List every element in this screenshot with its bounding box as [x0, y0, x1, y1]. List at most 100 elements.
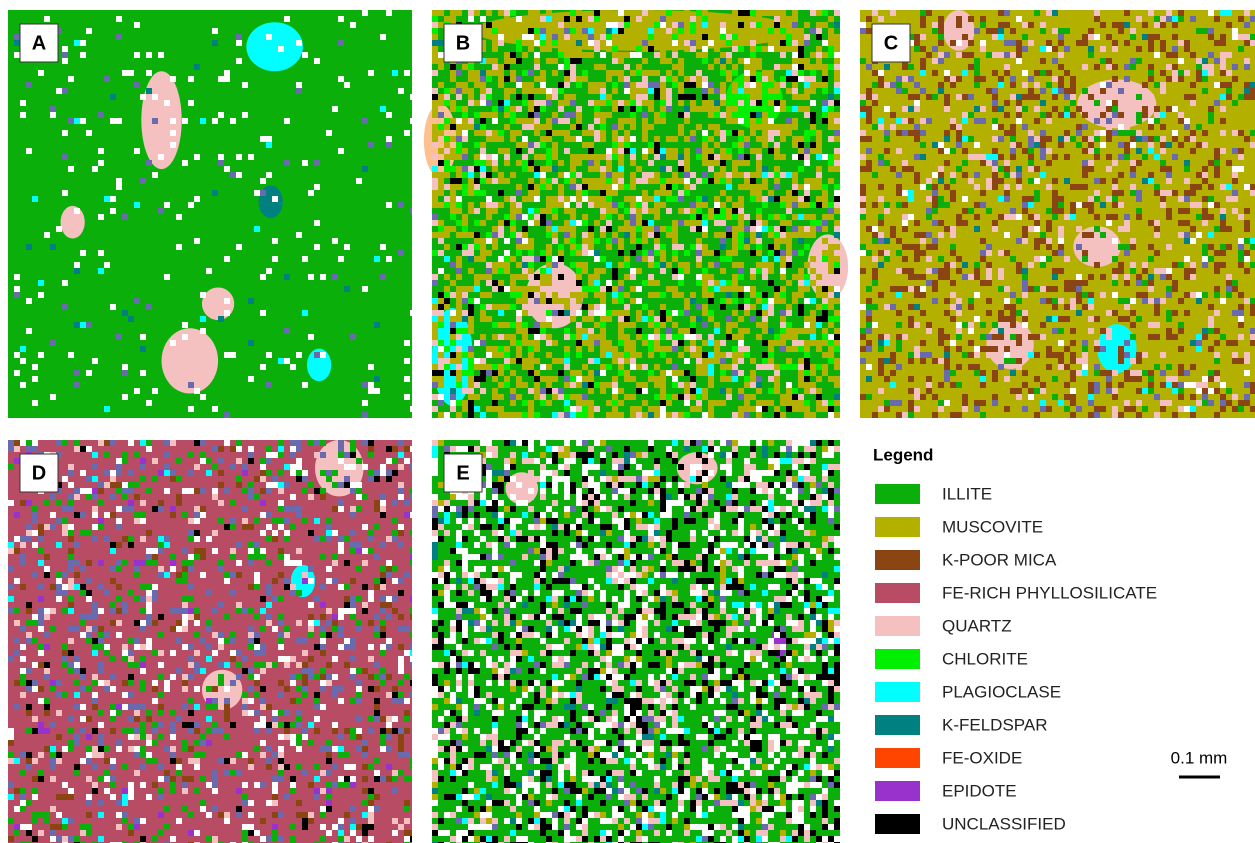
pixel [962, 160, 968, 166]
pixel [774, 148, 780, 154]
pixel [648, 160, 654, 166]
pixel [750, 406, 756, 412]
pixel [708, 280, 714, 286]
pixel [582, 220, 588, 226]
pixel [224, 352, 230, 358]
pixel [546, 202, 552, 208]
pixel [780, 322, 786, 328]
pixel [1136, 376, 1142, 382]
pixel [618, 76, 624, 82]
pixel [564, 220, 570, 226]
pixel [534, 118, 540, 124]
pixel [356, 506, 362, 512]
pixel [116, 488, 122, 494]
pixel [1148, 298, 1154, 304]
pixel [1106, 214, 1112, 220]
pixel [278, 482, 284, 488]
pixel [368, 440, 374, 446]
pixel [1070, 358, 1076, 364]
pixel [672, 370, 678, 376]
pixel [462, 130, 468, 136]
pixel [540, 28, 546, 34]
pixel [1052, 10, 1058, 16]
pixel [528, 100, 534, 106]
pixel [798, 340, 804, 346]
pixel [1214, 328, 1220, 334]
pixel [1052, 178, 1058, 184]
pixel [1232, 148, 1238, 154]
pixel [516, 190, 522, 196]
pixel [1172, 262, 1178, 268]
pixel [678, 88, 684, 94]
pixel [654, 340, 660, 346]
pixel [774, 298, 780, 304]
pixel [8, 446, 14, 452]
pixel [338, 446, 344, 452]
pixel [998, 76, 1004, 82]
pixel [986, 250, 992, 256]
pixel [110, 482, 116, 488]
pixel [1196, 382, 1202, 388]
pixel [648, 370, 654, 376]
pixel [480, 250, 486, 256]
pixel [708, 262, 714, 268]
pixel [738, 274, 744, 280]
pixel [432, 172, 438, 178]
pixel [480, 82, 486, 88]
pixel [242, 524, 248, 530]
pixel [528, 88, 534, 94]
pixel [468, 406, 474, 412]
pixel [486, 214, 492, 220]
pixel [768, 46, 774, 52]
pixel [956, 412, 962, 418]
pixel [1094, 364, 1100, 370]
pixel [672, 52, 678, 58]
pixel [260, 364, 266, 370]
pixel [878, 160, 884, 166]
pixel [570, 40, 576, 46]
pixel [1178, 58, 1184, 64]
pixel [444, 196, 450, 202]
pixel [660, 376, 666, 382]
pixel [456, 148, 462, 154]
pixel [726, 58, 732, 64]
pixel [158, 154, 164, 160]
pixel [666, 286, 672, 292]
pixel [822, 154, 828, 160]
pixel [86, 530, 92, 536]
pixel [134, 452, 140, 458]
pixel [1136, 94, 1142, 100]
pixel [582, 364, 588, 370]
pixel [450, 358, 456, 364]
pixel [1088, 274, 1094, 280]
pixel [438, 130, 444, 136]
pixel [516, 316, 522, 322]
pixel [1058, 352, 1064, 358]
pixel [1178, 10, 1184, 16]
pixel [816, 292, 822, 298]
pixel [702, 148, 708, 154]
pixel [1196, 124, 1202, 130]
pixel [140, 476, 146, 482]
pixel [362, 286, 368, 292]
pixel [672, 172, 678, 178]
pixel [642, 178, 648, 184]
pixel [786, 382, 792, 388]
pixel [570, 238, 576, 244]
pixel [834, 376, 840, 382]
pixel [714, 154, 720, 160]
pixel [828, 40, 834, 46]
pixel [762, 304, 768, 310]
pixel [702, 358, 708, 364]
pixel [750, 52, 756, 58]
pixel [450, 76, 456, 82]
pixel [884, 304, 890, 310]
pixel [654, 364, 660, 370]
pixel [1118, 316, 1124, 322]
pixel [516, 232, 522, 238]
pixel [914, 346, 920, 352]
pixel [552, 292, 558, 298]
pixel [828, 358, 834, 364]
pixel [696, 154, 702, 160]
pixel [462, 406, 468, 412]
